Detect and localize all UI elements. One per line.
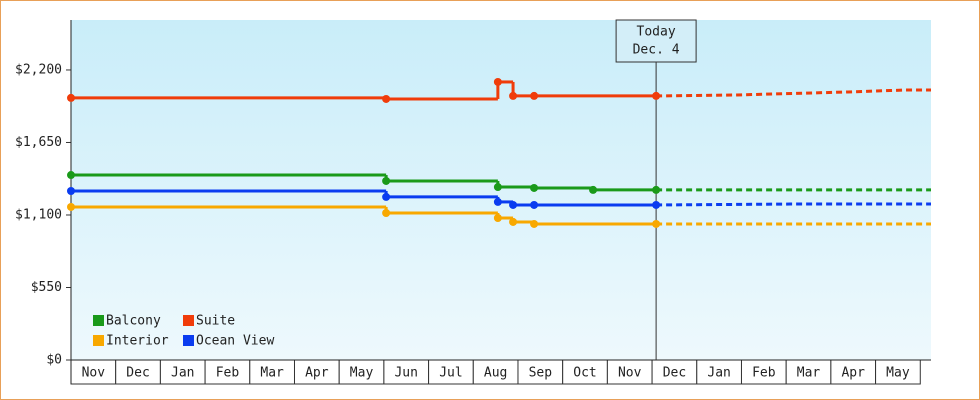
month-cell [785, 359, 832, 385]
x-tick-label: Jan [171, 366, 194, 381]
x-tick-label: Oct [573, 366, 596, 381]
x-tick-label: Sep [529, 366, 553, 381]
point [67, 186, 75, 195]
legend-label: Suite [196, 314, 235, 329]
x-tick-label: Mar [797, 366, 821, 381]
point [67, 202, 75, 211]
x-tick-label: Aug [484, 366, 507, 381]
point [493, 183, 502, 192]
month-cell [830, 359, 877, 385]
series-1 [67, 77, 931, 103]
x-tick-label: Feb [752, 366, 776, 381]
y-tick-label: $1,650 [15, 135, 62, 150]
point [382, 94, 391, 103]
x-tick-label: May [350, 366, 374, 381]
point [67, 93, 75, 102]
legend-label: Ocean View [196, 334, 274, 349]
x-tick-label: Nov [82, 366, 106, 381]
point [589, 185, 598, 194]
point [530, 200, 539, 209]
series-0 [67, 171, 931, 194]
y-tick-label: $550 [31, 280, 62, 295]
projection-line [656, 88, 931, 98]
x-tick-label: Apr [841, 366, 865, 381]
point [67, 171, 75, 180]
point [652, 200, 661, 209]
point [509, 200, 518, 209]
x-tick-label: Nov [618, 366, 642, 381]
x-tick-label: Apr [305, 366, 329, 381]
y-tick-label: $0 [46, 353, 62, 368]
month-cell [383, 359, 430, 385]
y-tick-label: $2,200 [15, 62, 62, 77]
x-tick-label: Jan [707, 366, 730, 381]
x-tick-label: Feb [216, 366, 240, 381]
point [509, 91, 518, 100]
today-label: Dec. 4 [633, 43, 680, 58]
x-tick-label: May [886, 366, 910, 381]
point [382, 209, 391, 218]
point [530, 219, 539, 228]
legend-swatch [93, 315, 104, 326]
series-3 [67, 186, 931, 209]
today-box [615, 19, 697, 63]
point [652, 219, 661, 228]
point [530, 183, 539, 192]
x-tick-label: Dec [663, 366, 686, 381]
projection-line [656, 202, 931, 207]
legend-swatch [183, 315, 194, 326]
month-cell [472, 359, 519, 385]
legend-swatch [93, 335, 104, 346]
legend-label: Balcony [106, 314, 161, 329]
y-tick-label: $1,100 [15, 207, 62, 222]
legend-label: Interior [106, 334, 169, 349]
x-tick-label: Mar [260, 366, 284, 381]
point [382, 192, 391, 201]
series-2 [67, 202, 931, 228]
point [493, 197, 502, 206]
month-cell [249, 359, 295, 385]
point [493, 77, 502, 86]
legend-swatch [183, 335, 194, 346]
point [530, 91, 539, 100]
point [652, 185, 661, 194]
point [509, 217, 518, 226]
point [652, 91, 661, 100]
point [493, 214, 502, 223]
plot: $0 $550 $1,100 $1,650 $2,200 Nov Dec Jan Feb Mar A… [15, 19, 931, 385]
x-tick-label: Jun [394, 366, 417, 381]
x-tick-label: Jul [439, 366, 462, 381]
month-cell [651, 359, 698, 385]
today-label: Today [637, 25, 676, 40]
x-tick-label: Dec [126, 366, 149, 381]
point [382, 176, 391, 185]
month-cell [293, 359, 340, 385]
